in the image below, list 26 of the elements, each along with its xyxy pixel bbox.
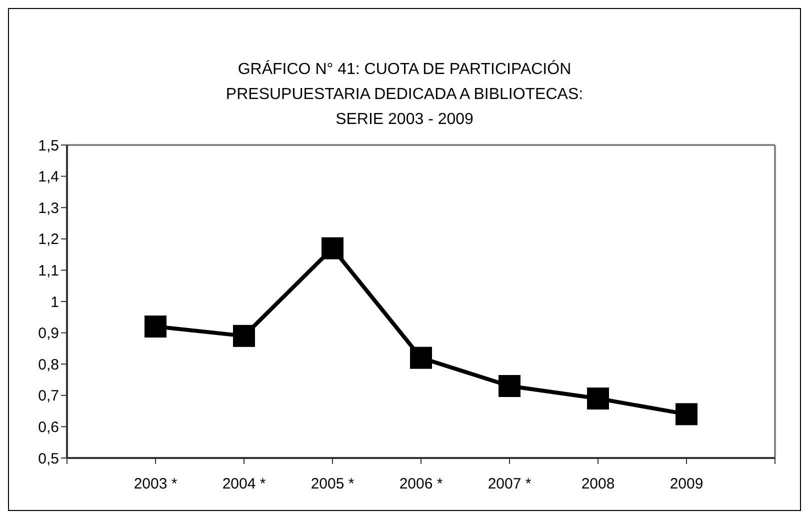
y-tick-label: 1,1 <box>38 262 59 280</box>
x-tick-label: 2006 * <box>399 476 443 493</box>
point <box>233 324 255 347</box>
y-tick-label: 0,5 <box>38 450 59 468</box>
y-tick-label: 0,8 <box>38 356 59 374</box>
point <box>498 375 520 398</box>
x-tick-label: 2005 * <box>310 476 354 493</box>
y-tick-label: 1,4 <box>38 168 59 186</box>
y-tick-label: 1,3 <box>38 200 59 217</box>
x-tick-label: 2008 <box>581 476 615 493</box>
x-tick-label: 2004 * <box>222 476 266 493</box>
point <box>144 316 166 338</box>
y-tick-label: 1,2 <box>38 231 59 248</box>
y-tick-label: 0,7 <box>38 388 59 405</box>
x-tick-label: 2007 * <box>488 476 532 493</box>
point <box>676 403 698 426</box>
point <box>322 237 344 260</box>
y-tick-label: 1 <box>50 294 59 311</box>
y-tick-label: 0,9 <box>38 325 59 342</box>
point <box>410 346 432 369</box>
point <box>587 388 609 410</box>
x-tick-label: 2009 <box>670 476 704 493</box>
x-tick-label: 2003 * <box>134 476 178 493</box>
y-tick-label: 0,6 <box>38 419 59 436</box>
y-tick-label: 1,5 <box>38 137 59 154</box>
chart-title: GRÁFICO N° 41: CUOTA DE PARTICIPACIÓN PRESUPUESTARIA DEDICADA A BIBLIOTECAS: SERIE 2003 - 2009 <box>224 59 584 130</box>
